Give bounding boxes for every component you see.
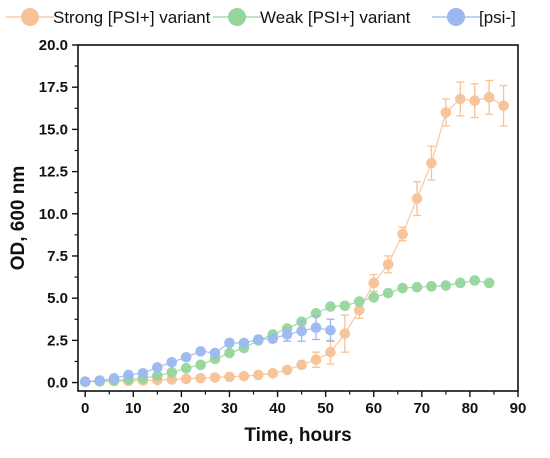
x-tick-label: 80 xyxy=(462,400,479,417)
data-point xyxy=(238,370,250,382)
y-tick-label: 20.0 xyxy=(39,37,68,54)
y-tick-label: 5.0 xyxy=(47,290,68,307)
y-tick-label: 2.5 xyxy=(47,332,68,349)
y-tick-label: 17.5 xyxy=(39,79,68,96)
data-point xyxy=(397,282,408,294)
data-point xyxy=(411,281,423,293)
data-point xyxy=(108,373,120,384)
data-point xyxy=(209,347,221,359)
data-point xyxy=(152,370,163,382)
x-tick-label: 10 xyxy=(125,400,142,417)
legend-label: [psi-] xyxy=(479,8,516,27)
x-tick-label: 90 xyxy=(510,400,527,417)
data-point xyxy=(209,372,221,383)
data-point xyxy=(454,277,466,289)
plot-series xyxy=(79,79,509,388)
data-point xyxy=(281,364,293,376)
data-point xyxy=(325,301,336,312)
x-tick-label: 20 xyxy=(173,400,190,417)
data-point xyxy=(382,287,394,299)
series-2 xyxy=(79,315,336,388)
data-point xyxy=(368,277,380,289)
axes: 0 10 20 30 40 50 60 70 80 90 0.0 2.5 5.0 7.5 10.0 12.5 1… xyxy=(8,37,526,446)
y-tick-label: 15.0 xyxy=(39,121,68,138)
data-point xyxy=(195,372,206,384)
legend-entry-1: Weak [PSI+] variant xyxy=(213,8,411,27)
data-point xyxy=(224,337,235,349)
data-point xyxy=(296,359,307,371)
data-point xyxy=(195,346,206,357)
y-axis-title: OD, 600 nm xyxy=(8,166,29,271)
data-point xyxy=(440,107,452,118)
data-point xyxy=(397,228,408,240)
x-tick-label: 30 xyxy=(221,400,238,417)
data-point xyxy=(325,346,336,358)
data-point xyxy=(180,351,192,363)
x-tick-label: 0 xyxy=(81,400,89,417)
x-tick-label: 60 xyxy=(365,400,382,417)
data-point xyxy=(382,259,394,270)
data-point xyxy=(253,369,264,381)
data-point xyxy=(79,376,91,388)
data-point xyxy=(483,92,495,103)
data-point xyxy=(354,296,365,307)
y-tick-label: 10.0 xyxy=(39,206,68,223)
data-point xyxy=(454,93,466,105)
data-point xyxy=(224,371,235,383)
series-0 xyxy=(79,79,509,388)
legend-marker xyxy=(447,8,465,26)
legend: Strong [PSI+] variant Weak [PSI+] variant… xyxy=(6,8,516,27)
x-tick-label: 70 xyxy=(413,400,430,417)
data-point xyxy=(498,100,509,112)
legend-entry-0: Strong [PSI+] variant xyxy=(6,8,211,27)
legend-marker xyxy=(228,8,246,26)
data-point xyxy=(325,324,336,336)
data-point xyxy=(426,281,437,292)
legend-label: Strong [PSI+] variant xyxy=(53,8,211,27)
legend-label: Weak [PSI+] variant xyxy=(260,8,411,27)
data-point xyxy=(180,362,192,374)
data-point xyxy=(166,367,178,378)
data-point xyxy=(296,325,307,337)
data-point xyxy=(166,357,178,368)
data-point xyxy=(426,157,437,169)
x-tick-label: 50 xyxy=(317,400,334,417)
data-point xyxy=(281,329,293,340)
data-point xyxy=(469,275,481,286)
y-tick-label: 7.5 xyxy=(47,248,68,265)
data-point xyxy=(123,369,134,381)
y-tick-label: 0.0 xyxy=(47,375,68,392)
data-point xyxy=(483,277,495,289)
series-line-0 xyxy=(85,96,504,383)
y-tick-label: 12.5 xyxy=(39,164,68,181)
data-point xyxy=(253,334,264,345)
data-point xyxy=(238,337,250,349)
data-point xyxy=(94,375,105,386)
data-point xyxy=(267,333,279,344)
data-point xyxy=(411,193,423,204)
data-point xyxy=(267,367,279,379)
data-point xyxy=(152,362,163,373)
x-axis-title: Time, hours xyxy=(244,425,351,446)
data-point xyxy=(440,280,452,291)
series-line-2 xyxy=(85,327,331,383)
legend-marker xyxy=(21,8,39,26)
data-point xyxy=(224,347,235,359)
data-point xyxy=(339,328,351,339)
data-point xyxy=(354,304,365,316)
data-point xyxy=(368,292,380,303)
data-point xyxy=(339,300,351,312)
data-point xyxy=(310,354,322,366)
plot-frame xyxy=(77,44,519,392)
data-point xyxy=(310,322,322,334)
data-point xyxy=(180,373,192,385)
legend-entry-2: [psi-] xyxy=(432,8,516,27)
data-point xyxy=(195,359,206,371)
data-point xyxy=(469,95,481,106)
data-point xyxy=(137,367,149,379)
x-tick-label: 40 xyxy=(269,400,286,417)
